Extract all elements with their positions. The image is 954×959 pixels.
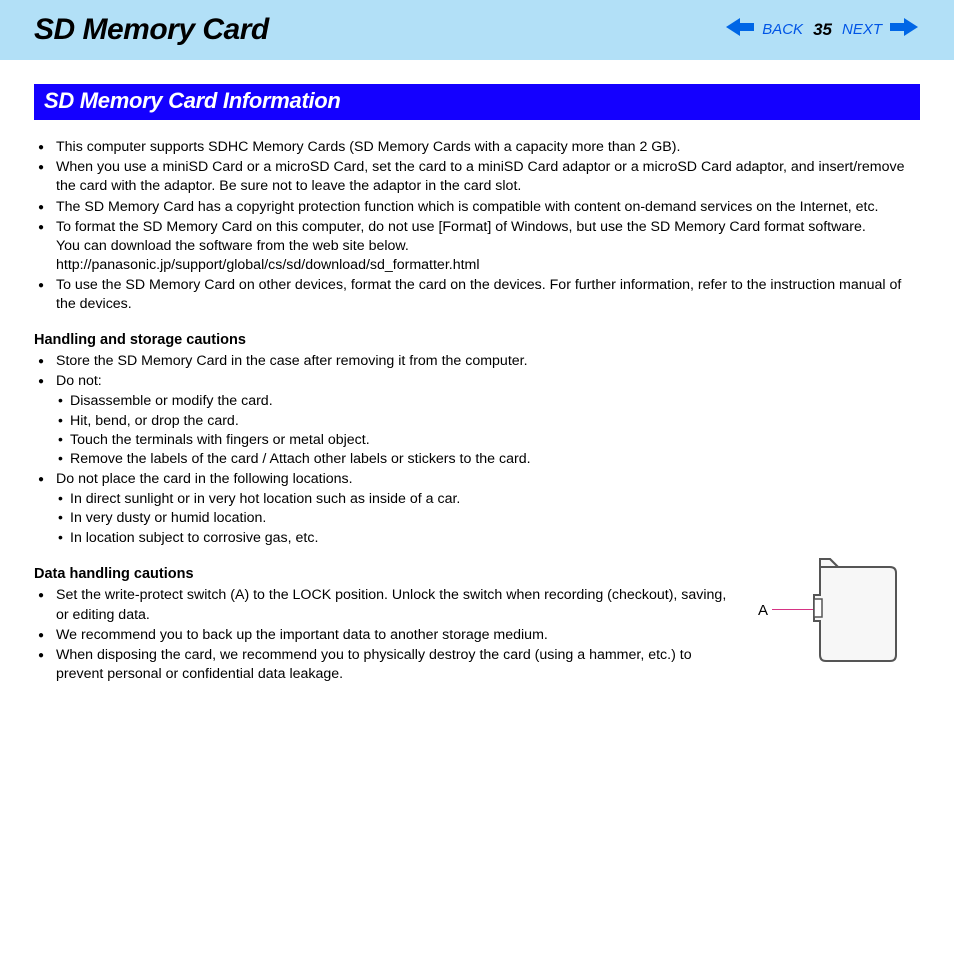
body-text: This computer supports SDHC Memory Cards… xyxy=(34,138,920,685)
page-nav: BACK 35 NEXT xyxy=(726,18,918,41)
handling-sub-bullet: Disassemble or modify the card. xyxy=(56,392,920,411)
handling-bullet: Store the SD Memory Card in the case aft… xyxy=(34,352,920,371)
intro-bullet: This computer supports SDHC Memory Cards… xyxy=(34,138,920,157)
next-arrow-icon[interactable] xyxy=(890,18,918,41)
handling-sub-bullet: In location subject to corrosive gas, et… xyxy=(56,529,920,548)
data-handling-heading: Data handling cautions xyxy=(34,565,740,585)
sd-card-icon xyxy=(760,555,920,675)
handling-list: Store the SD Memory Card in the case aft… xyxy=(34,352,920,548)
intro-bullet: When you use a miniSD Card or a microSD … xyxy=(34,158,920,196)
sd-card-figure: A xyxy=(760,555,920,675)
data-handling-bullet: When disposing the card, we recommend yo… xyxy=(34,646,740,684)
intro-bullet: To use the SD Memory Card on other devic… xyxy=(34,276,920,314)
data-handling-list: Set the write-protect switch (A) to the … xyxy=(34,586,740,684)
intro-list: This computer supports SDHC Memory Cards… xyxy=(34,138,920,315)
back-link[interactable]: BACK xyxy=(762,21,803,38)
data-handling-bullet: Set the write-protect switch (A) to the … xyxy=(34,586,740,624)
handling-heading: Handling and storage cautions xyxy=(34,331,920,351)
content-area: SD Memory Card Information This computer… xyxy=(0,60,954,685)
next-link[interactable]: NEXT xyxy=(842,21,882,38)
data-handling-bullet: We recommend you to back up the importan… xyxy=(34,626,740,645)
page-title: SD Memory Card xyxy=(34,13,269,47)
intro-bullet: To format the SD Memory Card on this com… xyxy=(34,218,920,276)
handling-sub-bullet: Remove the labels of the card / Attach o… xyxy=(56,450,920,469)
section-title: SD Memory Card Information xyxy=(34,84,920,120)
handling-bullet: Do not place the card in the following l… xyxy=(34,470,920,548)
handling-sublist: Disassemble or modify the card.Hit, bend… xyxy=(56,392,920,469)
handling-sub-bullet: Touch the terminals with fingers or meta… xyxy=(56,431,920,450)
handling-sub-bullet: Hit, bend, or drop the card. xyxy=(56,412,920,431)
page-number: 35 xyxy=(813,20,832,40)
handling-sub-bullet: In direct sunlight or in very hot locati… xyxy=(56,490,920,509)
handling-bullet: Do not:Disassemble or modify the card.Hi… xyxy=(34,372,920,469)
header-bar: SD Memory Card BACK 35 NEXT xyxy=(0,0,954,60)
handling-sub-bullet: In very dusty or humid location. xyxy=(56,509,920,528)
intro-bullet: The SD Memory Card has a copyright prote… xyxy=(34,198,920,217)
handling-sublist: In direct sunlight or in very hot locati… xyxy=(56,490,920,548)
back-arrow-icon[interactable] xyxy=(726,18,754,41)
